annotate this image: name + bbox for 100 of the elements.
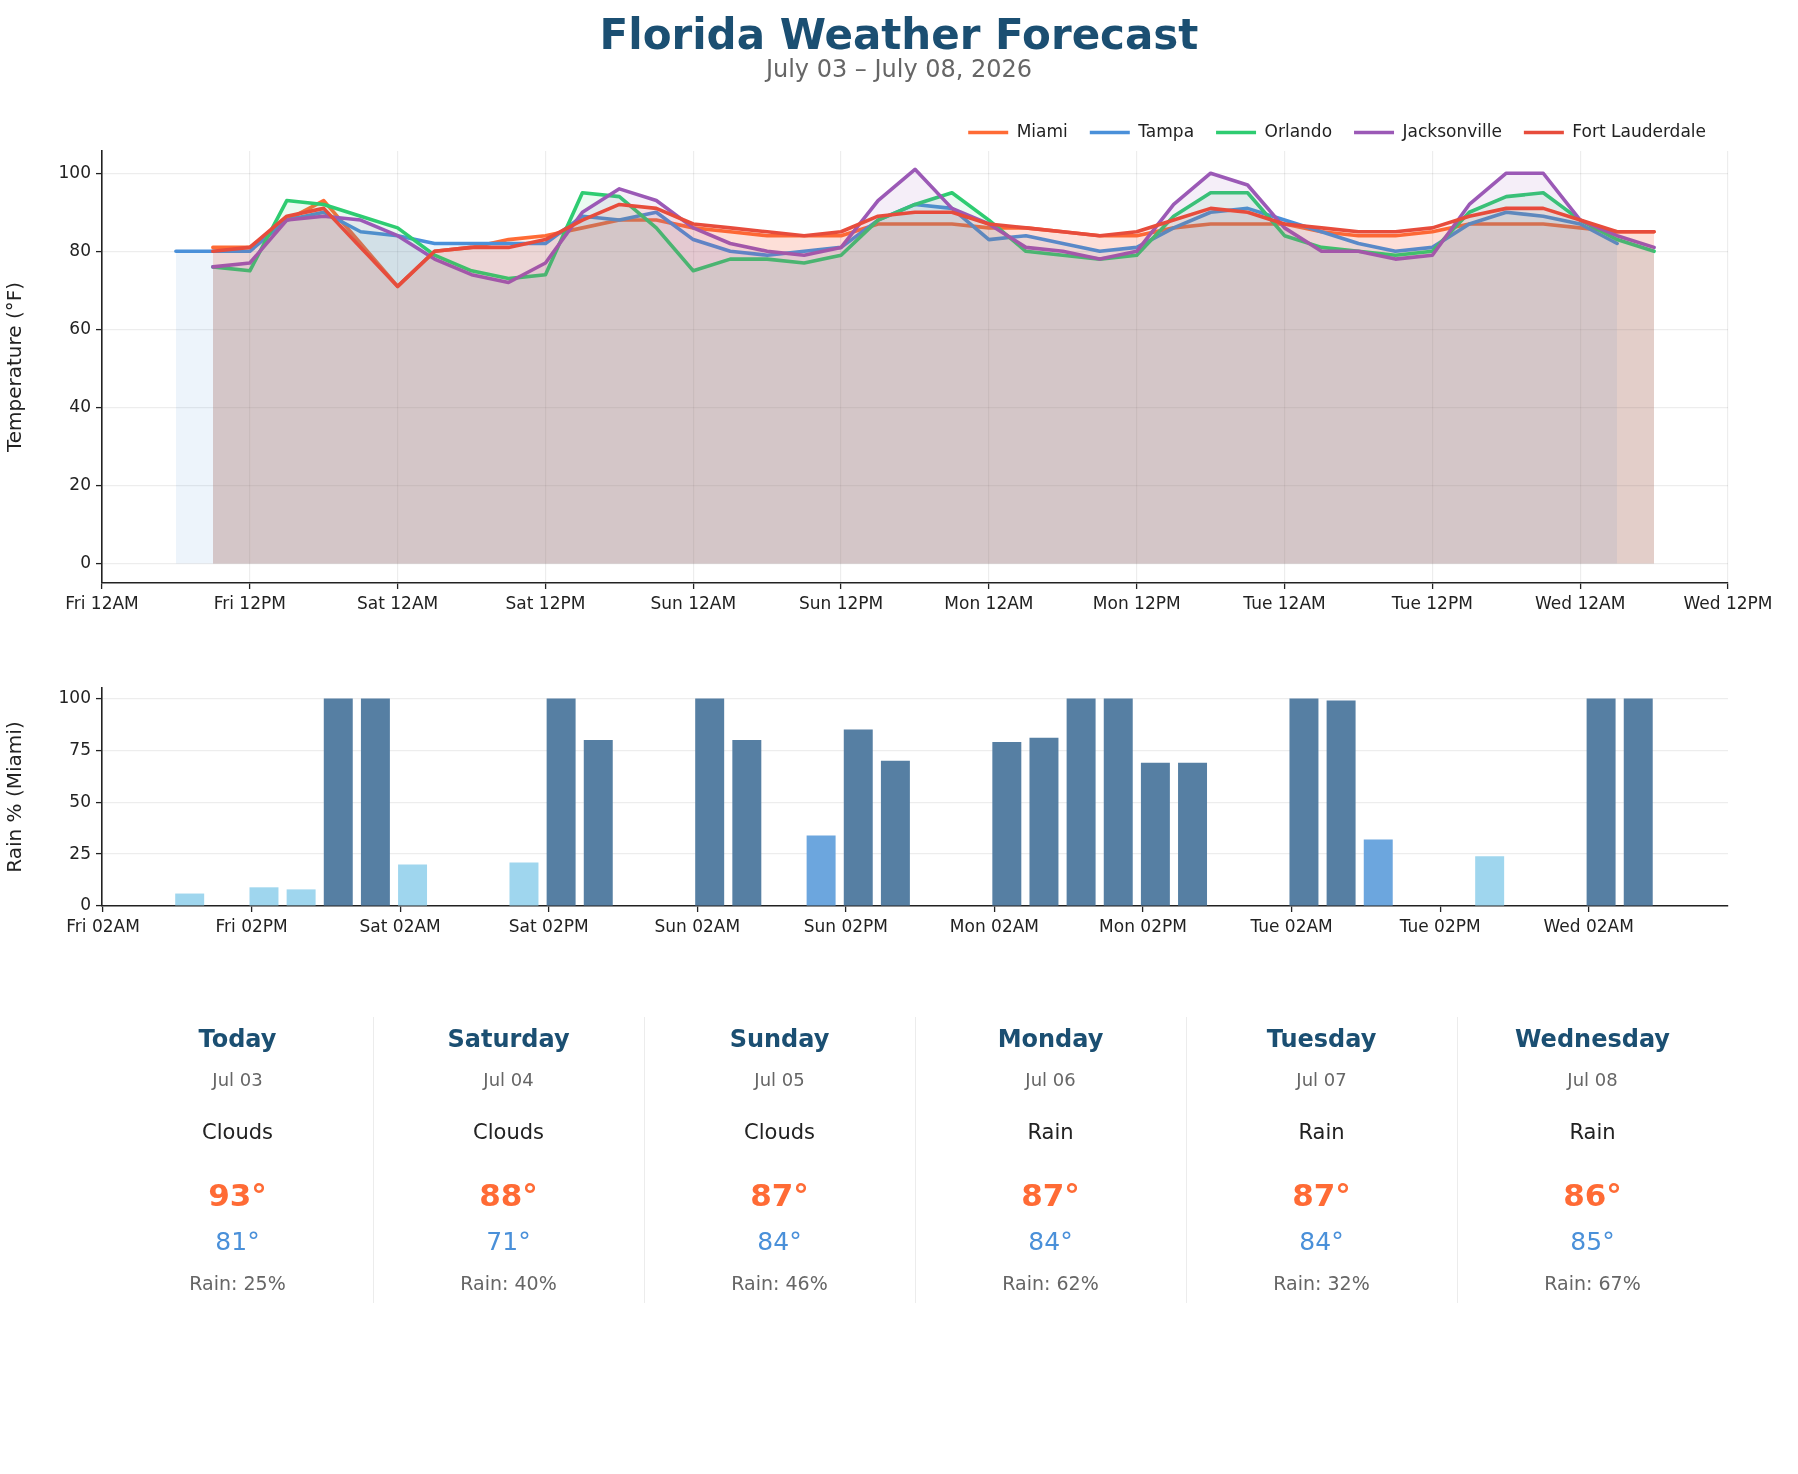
legend-label: Jacksonville xyxy=(1401,120,1502,141)
bar xyxy=(175,893,205,906)
text: 84° xyxy=(1299,1225,1344,1258)
x-tick-label: Wed 02AM xyxy=(1543,915,1634,936)
y-axis-title: Rain % (Miami) xyxy=(2,721,27,873)
legend-label: Orlando xyxy=(1264,120,1333,141)
text: Jul 04 xyxy=(483,1067,534,1091)
x-tick-label: Fri 02AM xyxy=(66,915,140,936)
bar xyxy=(1066,698,1096,906)
y-tick-label: 0 xyxy=(80,894,91,915)
text: 84° xyxy=(1028,1225,1073,1258)
x-tick-label: Tue 02AM xyxy=(1249,915,1333,936)
legend-label: Tampa xyxy=(1137,120,1195,141)
category-label: Today xyxy=(198,1023,277,1055)
x-tick-label: Tue 12AM xyxy=(1242,592,1326,613)
text: Rain: 46% xyxy=(731,1270,828,1296)
bar xyxy=(806,835,836,906)
text: Jul 06 xyxy=(1025,1067,1076,1091)
bar xyxy=(1103,698,1133,906)
x-tick-label: Fri 12PM xyxy=(213,592,286,613)
text: 87° xyxy=(1292,1176,1351,1215)
bar xyxy=(286,889,316,906)
text: Rain: 32% xyxy=(1273,1270,1370,1296)
bar xyxy=(1029,737,1059,906)
x-tick-label: Sat 12PM xyxy=(505,592,586,613)
x-tick-label: Wed 12PM xyxy=(1683,592,1773,613)
bar xyxy=(843,729,873,906)
text: Jul 07 xyxy=(1296,1067,1347,1091)
category-label: Sunday xyxy=(729,1023,830,1055)
bar xyxy=(360,698,390,906)
category-label: Tuesday xyxy=(1266,1023,1377,1055)
text: 85° xyxy=(1570,1225,1615,1258)
bar xyxy=(1586,698,1616,906)
text: 84° xyxy=(757,1225,802,1258)
text: 87° xyxy=(750,1176,809,1215)
x-tick-label: Sun 02PM xyxy=(803,915,889,936)
bar xyxy=(1363,839,1393,906)
bar xyxy=(1140,762,1170,906)
text: Jul 08 xyxy=(1567,1067,1618,1091)
x-tick-label: Mon 02PM xyxy=(1099,915,1187,936)
category-label: Saturday xyxy=(447,1023,570,1055)
bar xyxy=(323,698,353,906)
x-tick-label: Sun 12PM xyxy=(798,592,884,613)
bar xyxy=(880,760,910,906)
text: 71° xyxy=(486,1225,531,1258)
bar xyxy=(695,698,725,906)
text: Clouds xyxy=(473,1118,544,1146)
text: Jul 05 xyxy=(754,1067,805,1091)
text: Rain xyxy=(1027,1118,1074,1146)
x-tick-label: Sat 12AM xyxy=(357,592,439,613)
x-tick-label: Mon 12AM xyxy=(944,592,1034,613)
x-tick-label: Tue 02PM xyxy=(1398,915,1481,936)
category-label: Monday xyxy=(997,1023,1104,1055)
x-tick-label: Mon 02AM xyxy=(949,915,1040,936)
bar xyxy=(1178,762,1208,906)
bar xyxy=(509,862,539,906)
bar xyxy=(1475,856,1505,906)
legend-label: Fort Lauderdale xyxy=(1572,120,1707,141)
text: 86° xyxy=(1563,1176,1622,1215)
bar xyxy=(546,698,576,906)
y-tick-label: 60 xyxy=(69,317,91,338)
x-tick-label: Sun 12AM xyxy=(650,592,737,613)
text: Jul 03 xyxy=(212,1067,263,1091)
x-tick-label: Sat 02AM xyxy=(359,915,441,936)
text: 88° xyxy=(479,1176,538,1215)
bar xyxy=(992,741,1022,906)
text: Rain: 62% xyxy=(1002,1270,1099,1296)
text: 81° xyxy=(215,1225,260,1258)
x-tick-label: Wed 12AM xyxy=(1534,592,1626,613)
bar xyxy=(1326,700,1356,906)
y-tick-label: 100 xyxy=(58,161,91,182)
bar xyxy=(583,739,613,906)
text: 93° xyxy=(208,1176,267,1215)
bar xyxy=(732,739,762,906)
text: Rain xyxy=(1298,1118,1345,1146)
y-tick-label: 80 xyxy=(69,239,91,260)
y-tick-label: 0 xyxy=(80,551,91,572)
y-tick-label: 50 xyxy=(69,790,91,811)
text: Rain: 67% xyxy=(1544,1270,1641,1296)
y-tick-label: 75 xyxy=(69,738,91,759)
legend-label: Miami xyxy=(1016,120,1068,141)
text: Clouds xyxy=(744,1118,815,1146)
x-tick-label: Sat 02PM xyxy=(508,915,589,936)
bar xyxy=(249,887,279,906)
text: 87° xyxy=(1021,1176,1080,1215)
bar xyxy=(398,864,428,906)
x-tick-label: Fri 02PM xyxy=(215,915,288,936)
x-tick-label: Fri 12AM xyxy=(65,592,139,613)
text: Clouds xyxy=(202,1118,273,1146)
category-label: Wednesday xyxy=(1514,1023,1670,1055)
text: Rain: 25% xyxy=(189,1270,286,1296)
y-tick-label: 20 xyxy=(69,473,91,494)
x-tick-label: Mon 12PM xyxy=(1092,592,1181,613)
y-tick-label: 100 xyxy=(58,686,91,707)
bar xyxy=(1623,698,1653,906)
bar xyxy=(1289,698,1319,906)
text: Rain xyxy=(1569,1118,1616,1146)
x-tick-label: Sun 02AM xyxy=(654,915,741,936)
y-tick-label: 25 xyxy=(69,842,91,863)
x-tick-label: Tue 12PM xyxy=(1390,592,1473,613)
